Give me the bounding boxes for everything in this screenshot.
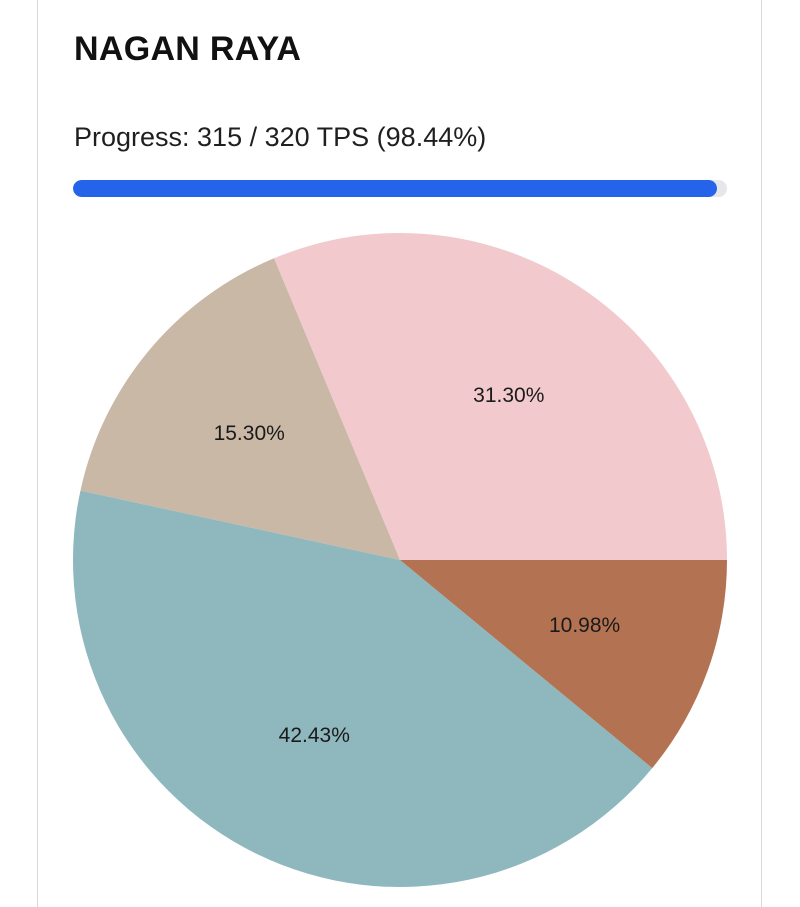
progress-bar-fill <box>73 180 717 197</box>
pie-slice-label-1: 31.30% <box>473 384 544 407</box>
pie-slice-4 <box>400 560 727 769</box>
progress-bar <box>73 180 727 197</box>
pie-slice-label-2: 15.30% <box>214 422 285 445</box>
progress-label: Progress: 315 / 320 TPS (98.44%) <box>74 122 487 152</box>
pie-slice-2 <box>80 258 400 560</box>
region-title: NAGAN RAYA <box>74 30 302 68</box>
pie-slice-1 <box>273 232 727 561</box>
pie-slice-label-4: 10.98% <box>549 614 620 637</box>
pie-slice-label-3: 42.43% <box>279 724 350 747</box>
pie-slice-3 <box>72 490 653 887</box>
